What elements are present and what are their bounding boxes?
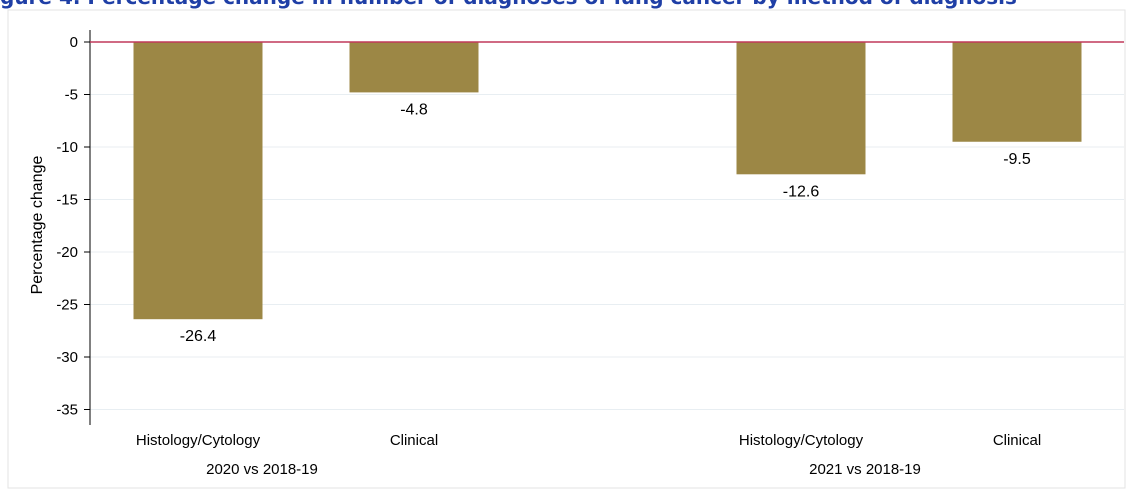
y-axis: 0 -5 -10 -15 -20 -25 -30 -35	[56, 30, 91, 425]
category-label: Clinical	[390, 432, 438, 449]
category-label: Histology/Cytology	[136, 432, 261, 449]
labels: -26.4 Histology/Cytology -4.8 Clinical 2020 …	[90, 41, 1124, 478]
y-tick-label: -20	[56, 244, 78, 261]
bar	[736, 42, 866, 175]
group-label: 2021 vs 2018-19	[809, 461, 921, 478]
bar-value-label: -12.6	[783, 183, 820, 200]
group-label: 2020 vs 2018-19	[206, 461, 318, 478]
y-tick-label: -5	[65, 87, 78, 104]
bar-value-label: -26.4	[180, 328, 217, 345]
y-tick-label: -15	[56, 192, 78, 209]
category-label: Clinical	[993, 432, 1041, 449]
y-tick-label: -10	[56, 139, 78, 156]
bar	[952, 42, 1082, 142]
bar-value-label: -9.5	[1003, 151, 1031, 168]
bar	[349, 42, 479, 93]
y-axis-title: Percentage change	[29, 156, 46, 295]
category-label: Histology/Cytology	[739, 432, 864, 449]
grid-lines	[90, 94, 1124, 410]
bars	[133, 42, 1082, 320]
y-tick-label: -35	[56, 402, 78, 419]
bar-value-label: -4.8	[400, 101, 428, 118]
bar	[133, 42, 263, 320]
y-tick-label: -25	[56, 297, 78, 314]
y-tick-label: 0	[70, 34, 78, 51]
chart-frame	[7, 9, 1126, 489]
y-tick-label: -30	[56, 349, 78, 366]
figure-title: gure 4. Percentage change in number of d…	[0, 0, 1017, 8]
